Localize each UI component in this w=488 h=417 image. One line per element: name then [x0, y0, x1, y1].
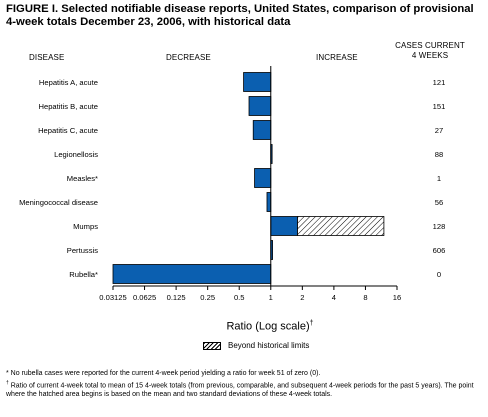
x-tick-label: 4 [332, 293, 336, 302]
x-tick-label: 2 [300, 293, 304, 302]
x-tick-label: 0.125 [167, 293, 186, 302]
figure-title: FIGURE I. Selected notifiable disease re… [6, 3, 474, 28]
category-label: Measles* [67, 174, 98, 183]
footnote-star: * No rubella cases were reported for the… [6, 370, 482, 379]
footnote-dagger-mark: † [6, 380, 9, 386]
x-axis-label: Ratio (Log scale) [226, 320, 310, 333]
x-tick-label: 1 [269, 293, 273, 302]
cases-count: 56 [435, 198, 443, 207]
category-label: Meningococcal disease [19, 198, 98, 207]
bar [243, 72, 272, 92]
bar [266, 192, 272, 212]
category-label: Hepatitis A, acute [39, 78, 98, 87]
cases-header-line2: 4 WEEKS [411, 51, 449, 60]
x-tick-label: 16 [393, 293, 401, 302]
bar-hatched-segment [297, 216, 385, 236]
x-axis-title: Ratio (Log scale)† [200, 320, 340, 333]
cases-header-line1: CASES CURRENT [395, 41, 465, 50]
cases-count: 88 [435, 150, 443, 159]
cases-count: 0 [437, 270, 441, 279]
cases-count: 606 [433, 246, 446, 255]
x-tick-label: 8 [363, 293, 367, 302]
category-label: Rubella* [69, 270, 98, 279]
bar [270, 216, 298, 236]
x-tick-label: 0.0625 [133, 293, 156, 302]
decrease-header: DECREASE [166, 53, 211, 62]
footnote-dagger-text: Ratio of current 4-week total to mean of… [6, 382, 474, 398]
x-axis-label-mark: † [309, 320, 314, 327]
category-label: Legionellosis [54, 150, 98, 159]
cases-count: 27 [435, 126, 443, 135]
footnote-dagger: † Ratio of current 4-week total to mean … [6, 379, 482, 399]
cases-count: 121 [433, 78, 446, 87]
footnote-star-text: No rubella cases were reported for the c… [10, 370, 321, 377]
x-tick-label: 0.5 [234, 293, 245, 302]
increase-header: INCREASE [316, 53, 358, 62]
category-label: Mumps [73, 222, 98, 231]
x-tick-label: 0.03125 [99, 293, 126, 302]
category-label: Hepatitis B, acute [38, 102, 98, 111]
x-tick-label: 0.25 [200, 293, 215, 302]
category-label: Hepatitis C, acute [38, 126, 98, 135]
legend-hatch-swatch [203, 342, 221, 350]
cases-count: 128 [433, 222, 446, 231]
bar [112, 264, 272, 284]
footnote-star-mark: * [6, 370, 11, 377]
category-label: Pertussis [67, 246, 98, 255]
bar [248, 96, 272, 116]
cases-count: 151 [433, 102, 446, 111]
bar [252, 120, 272, 140]
legend-label: Beyond historical limits [228, 341, 310, 350]
cases-count: 1 [437, 174, 441, 183]
bar [254, 168, 272, 188]
disease-header: DISEASE [29, 53, 65, 62]
